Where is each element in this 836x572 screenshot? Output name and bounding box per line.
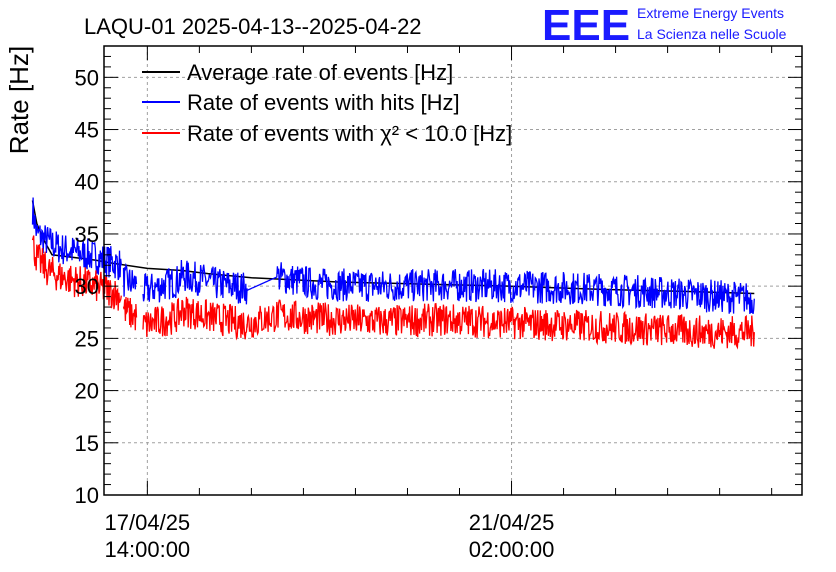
- logo-line2: La Scienza nelle Scuole: [637, 26, 787, 42]
- y-axis-title: Rate [Hz]: [4, 46, 34, 154]
- series-line-chi2: [122, 296, 138, 331]
- legend-label-hits: Rate of events with hits [Hz]: [187, 90, 460, 115]
- series-line-chi2: [142, 296, 248, 341]
- series-2: [31, 235, 755, 350]
- series-0: [31, 200, 755, 295]
- series-line-hits: [142, 259, 248, 305]
- legend-label-average: Average rate of events [Hz]: [187, 60, 453, 85]
- plot-frame: [103, 45, 803, 496]
- y-tick-label: 10: [75, 483, 99, 508]
- series-line-hits: [122, 262, 138, 297]
- x-tick-label-time: 14:00:00: [105, 537, 191, 562]
- chart-title: LAQU-01 2025-04-13--2025-04-22: [84, 14, 422, 39]
- y-tick-label: 45: [75, 118, 99, 143]
- y-tick-label: 15: [75, 431, 99, 456]
- y-tick-label: 25: [75, 326, 99, 351]
- series-line-hits: [246, 262, 755, 315]
- series-line-hits: [31, 197, 122, 281]
- logo-mark: EEE: [542, 1, 630, 50]
- series-layer: [31, 197, 755, 350]
- y-tick-label: 20: [75, 379, 99, 404]
- series-1: [31, 197, 755, 315]
- legend: Average rate of events [Hz] Rate of even…: [142, 60, 512, 146]
- eee-logo: EEE Extreme Energy Events La Scienza nel…: [542, 1, 787, 50]
- x-tick-label-date: 21/04/25: [469, 510, 555, 535]
- logo-line1: Extreme Energy Events: [637, 5, 784, 21]
- x-tick-label-date: 17/04/25: [105, 510, 191, 535]
- legend-label-chi2: Rate of events with χ² < 10.0 [Hz]: [187, 121, 512, 146]
- series-line-chi2: [31, 235, 122, 311]
- y-tick-label: 50: [75, 65, 99, 90]
- y-tick-label: 40: [75, 170, 99, 195]
- series-line-chi2: [246, 299, 755, 350]
- axes: [103, 45, 803, 496]
- x-tick-label-time: 02:00:00: [469, 537, 555, 562]
- grid-lines: [104, 46, 802, 496]
- y-tick-label: 30: [75, 274, 99, 299]
- series-line-average: [31, 200, 755, 295]
- y-tick-label: 35: [75, 222, 99, 247]
